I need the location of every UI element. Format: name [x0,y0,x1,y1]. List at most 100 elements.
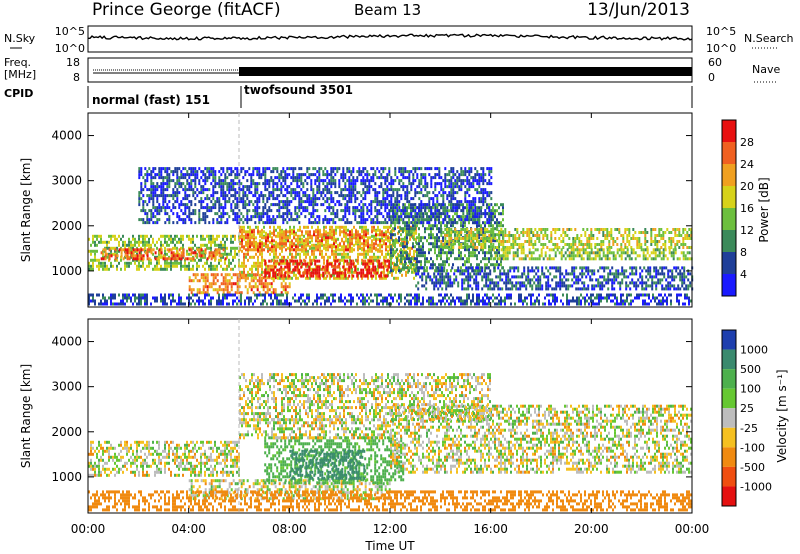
heatmap-cell [646,251,649,255]
heatmap-cell [160,299,162,303]
heatmap-cell [372,268,375,272]
heatmap-cell [440,248,442,252]
heatmap-cell [576,251,579,255]
heatmap-cell [560,251,563,255]
heatmap-cell [538,240,541,243]
heatmap-cell [114,248,117,252]
heatmap-cell [494,257,496,261]
heatmap-cell [406,233,408,237]
heatmap-cell [275,245,277,249]
heatmap-cell [482,299,484,303]
heatmap-cell [514,237,517,240]
heatmap-cell [351,233,353,237]
heatmap-cell [383,276,385,280]
heatmap-cell [596,243,599,246]
heatmap-cell [600,248,603,252]
heatmap-cell [674,231,677,234]
heatmap-cell [321,255,323,259]
heatmap-cell [262,282,265,286]
heatmap-cell [251,264,253,268]
heatmap-cell [286,299,288,303]
heatmap-cell [589,269,592,273]
heatmap-cell [126,257,129,261]
heatmap-cell [445,281,448,285]
heatmap-cell [114,254,117,258]
heatmap-cell [142,218,145,222]
heatmap-cell [305,276,307,280]
heatmap-cell [305,252,307,256]
heatmap-cell [485,284,488,288]
heatmap-cell [373,245,375,249]
heatmap-cell [385,225,387,229]
heatmap-cell [281,230,283,234]
heatmap-cell [443,266,446,270]
heatmap-cell [581,272,584,276]
heatmap-cell [488,234,491,237]
heatmap-cell [472,254,474,258]
heatmap-cell [480,243,483,246]
heatmap-cell [567,272,570,276]
heatmap-cell [515,287,518,291]
heatmap-cell [400,233,402,237]
heatmap-cell [437,266,440,270]
heatmap-cell [188,261,190,265]
heatmap-cell [342,265,345,269]
heatmap-cell [94,249,96,253]
heatmap-cell [168,293,170,297]
heatmap-cell [335,231,337,235]
heatmap-cell [198,251,201,255]
heatmap-cell [661,278,664,282]
heatmap-cell [458,239,460,243]
heatmap-cell [428,209,430,213]
heatmap-cell [563,275,566,279]
heatmap-cell [384,259,387,263]
heatmap-cell [295,273,297,277]
heatmap-cell [325,230,327,234]
heatmap-cell [415,284,418,288]
heatmap-cell [174,257,177,261]
heatmap-cell [636,293,638,297]
heatmap-cell [351,230,353,234]
heatmap-cell [628,254,631,258]
heatmap-cell [585,275,588,279]
heatmap-cell [660,234,663,237]
heatmap-cell [180,257,183,261]
heatmap-cell [559,269,562,273]
heatmap-cell [120,302,122,306]
heatmap-cell [307,264,309,268]
heatmap-cell [491,278,494,282]
heatmap-cell [611,284,614,288]
heatmap-cell [436,236,438,240]
heatmap-cell [106,264,108,268]
heatmap-cell [400,212,402,216]
heatmap-cell [625,287,628,291]
heatmap-cell [138,267,140,271]
heatmap-cell [336,274,339,278]
heatmap-cell [374,268,377,272]
heatmap-cell [140,302,142,306]
heatmap-cell [657,269,660,273]
heatmap-cell [458,231,461,234]
heatmap-cell [202,285,205,289]
heatmap-cell [240,276,243,280]
heatmap-cell [166,264,168,268]
heatmap-cell [302,271,305,275]
heatmap-cell [384,262,387,266]
heatmap-cell [476,263,478,267]
heatmap-cell [484,234,487,237]
heatmap-cell [522,231,525,234]
heatmap-cell [645,281,648,285]
heatmap-cell [394,245,396,249]
heatmap-cell [134,237,136,241]
heatmap-cell [478,233,480,237]
heatmap-cell [562,246,565,249]
heatmap-cell [420,245,422,249]
heatmap-cell [283,239,285,243]
heatmap-cell [537,266,540,270]
nave-label: Nave [752,63,780,76]
heatmap-cell [106,302,108,306]
heatmap-cell [580,234,583,237]
heatmap-cell [576,248,579,252]
heatmap-cell [657,281,660,285]
heatmap-cell [343,261,345,265]
